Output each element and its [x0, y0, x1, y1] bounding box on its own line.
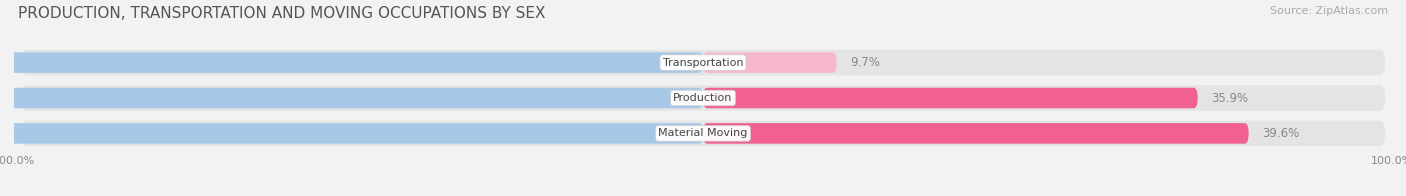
Text: 35.9%: 35.9% — [1212, 92, 1249, 104]
Text: 9.7%: 9.7% — [851, 56, 880, 69]
Text: PRODUCTION, TRANSPORTATION AND MOVING OCCUPATIONS BY SEX: PRODUCTION, TRANSPORTATION AND MOVING OC… — [18, 6, 546, 21]
FancyBboxPatch shape — [21, 85, 1385, 111]
Text: Transportation: Transportation — [662, 58, 744, 68]
FancyBboxPatch shape — [0, 123, 703, 144]
FancyBboxPatch shape — [21, 121, 1385, 146]
FancyBboxPatch shape — [0, 88, 703, 108]
FancyBboxPatch shape — [21, 50, 1385, 75]
FancyBboxPatch shape — [703, 123, 1249, 144]
FancyBboxPatch shape — [703, 52, 837, 73]
Text: 39.6%: 39.6% — [1263, 127, 1299, 140]
Text: Material Moving: Material Moving — [658, 128, 748, 138]
Text: Source: ZipAtlas.com: Source: ZipAtlas.com — [1270, 6, 1388, 16]
FancyBboxPatch shape — [703, 88, 1198, 108]
Text: Production: Production — [673, 93, 733, 103]
FancyBboxPatch shape — [0, 52, 703, 73]
